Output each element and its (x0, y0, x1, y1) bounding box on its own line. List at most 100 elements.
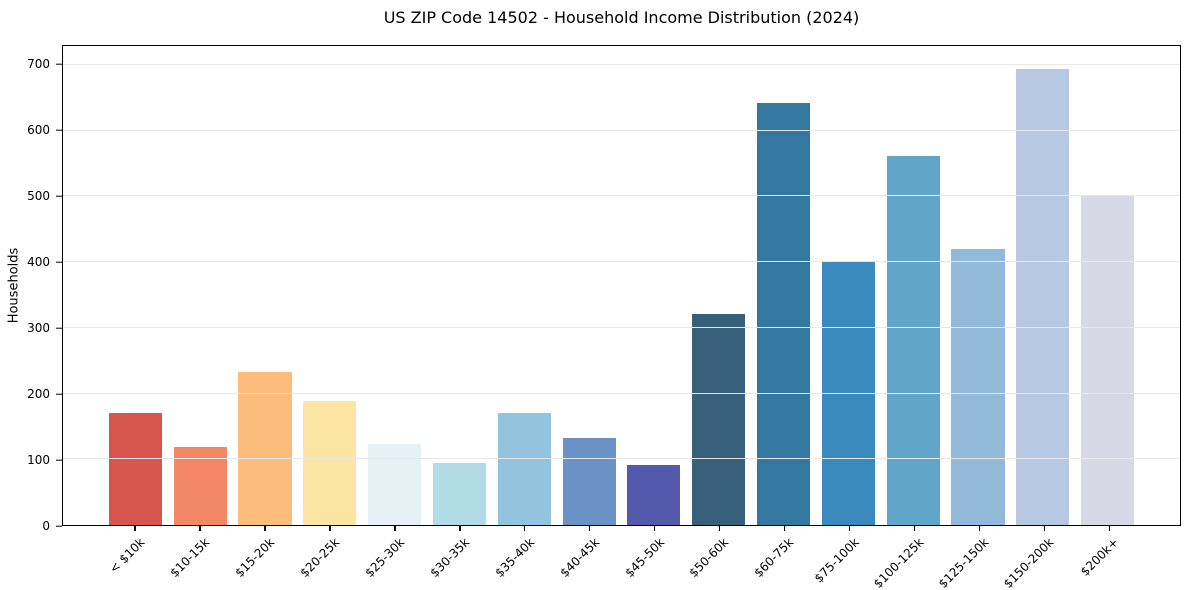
y-tick-mark-400 (56, 261, 62, 263)
bar-$20-25k (303, 401, 357, 525)
y-axis: 0 100 200 300 400 500 600 700 (0, 45, 62, 532)
x-axis: < $10k $10-15k $15-20k $20-25k $25-30k $30-35… (62, 526, 1181, 590)
x-slot-12: $100-125k (871, 526, 946, 590)
x-tick-mark-15 (1108, 526, 1110, 531)
x-tick-label-3: $20-25k (297, 535, 343, 581)
y-tick-mark-100 (56, 459, 62, 461)
x-slot-7: $40-45k (557, 526, 622, 590)
y-tick-mark-600 (56, 129, 62, 131)
bar-< $10k (108, 413, 162, 525)
x-slot-0: < $10k (102, 526, 167, 590)
x-tick-mark-12 (913, 526, 916, 531)
x-tick-mark-3 (329, 526, 331, 531)
x-tick-label-15: $200k+ (1077, 535, 1122, 579)
bar-slot-10 (751, 46, 816, 525)
bar-$125-150k (951, 249, 1005, 525)
bar-slot-0 (103, 46, 168, 525)
x-slot-13: $125-150k (936, 526, 1011, 590)
bar-slot-9 (686, 46, 751, 525)
y-tick-mark-200 (56, 393, 62, 395)
x-tick-label-8: $45-50k (621, 535, 667, 581)
gridline-500 (63, 195, 1180, 197)
x-tick-mark-7 (589, 526, 591, 531)
bar-$40-45k (562, 437, 616, 525)
y-tick-mark-500 (56, 195, 62, 197)
bar-slot-14 (1010, 46, 1075, 525)
bar-slot-5 (427, 46, 492, 525)
gridline-200 (63, 392, 1180, 394)
x-tick-label-10: $60-75k (751, 535, 797, 581)
y-tick-mark-0 (56, 525, 62, 527)
y-tick-label-600: 600 (27, 123, 50, 138)
x-tick-label-4: $25-30k (362, 535, 407, 581)
bar-$100-125k (886, 156, 940, 525)
bar-slot-11 (816, 46, 881, 525)
x-tick-mark-6 (524, 526, 526, 531)
y-tick-label-400: 400 (27, 255, 50, 270)
x-tick-label-0: < $10k (106, 535, 148, 576)
y-tick-label-0: 0 (42, 519, 50, 533)
gridline-600 (63, 129, 1180, 131)
bar-$75-100k (821, 262, 875, 525)
bar-$15-20k (238, 371, 292, 525)
y-tick-label-500: 500 (27, 189, 50, 204)
x-slot-4: $25-30k (362, 526, 427, 590)
x-tick-label-2: $15-20k (232, 535, 278, 581)
x-slot-6: $35-40k (492, 526, 557, 590)
gridline-100 (63, 458, 1180, 460)
bar-$30-35k (432, 463, 487, 525)
bar-slot-2 (233, 46, 298, 525)
bar-slot-8 (622, 46, 687, 525)
y-tick-mark-300 (56, 327, 62, 329)
x-tick-mark-13 (978, 526, 981, 531)
y-tick-mark-700 (56, 63, 62, 65)
x-tick-mark-9 (718, 526, 721, 531)
bar-$45-50k (627, 465, 681, 525)
bar-$50-60k (692, 314, 746, 525)
x-slot-3: $20-25k (297, 526, 362, 590)
x-slot-5: $30-35k (427, 526, 492, 590)
x-tick-label-5: $30-35k (427, 535, 472, 581)
x-slot-14: $150-200k (1001, 526, 1076, 590)
x-tick-label-11: $75-100k (811, 535, 862, 586)
plot-area (62, 45, 1181, 526)
x-slot-8: $45-50k (622, 526, 687, 590)
x-tick-label-9: $50-60k (686, 535, 732, 581)
x-slot-2: $15-20k (232, 526, 297, 590)
bar-slot-4 (362, 46, 427, 525)
bars-container (63, 46, 1180, 525)
bar-$25-30k (368, 443, 422, 525)
bar-slot-15 (1075, 46, 1140, 525)
x-tick-mark-1 (199, 526, 201, 531)
y-tick-label-700: 700 (27, 57, 50, 72)
chart-title: US ZIP Code 14502 - Household Income Dis… (383, 8, 860, 27)
x-tick-mark-11 (848, 526, 851, 531)
x-tick-mark-14 (1043, 526, 1045, 531)
x-tick-mark-8 (653, 526, 656, 531)
bar-slot-7 (557, 46, 622, 525)
x-tick-label-1: $10-15k (167, 535, 213, 581)
x-tick-label-7: $40-45k (556, 535, 602, 581)
x-slot-15: $200k+ (1076, 526, 1141, 590)
bar-$200k+ (1081, 196, 1135, 525)
bar-$150-200k (1016, 69, 1070, 525)
x-slot-11: $75-100k (811, 526, 881, 590)
bar-$35-40k (497, 412, 551, 525)
y-tick-label-100: 100 (27, 453, 50, 468)
x-tick-mark-2 (264, 526, 266, 531)
bar-slot-12 (881, 46, 946, 525)
x-slot-1: $10-15k (167, 526, 232, 590)
x-tick-mark-0 (134, 526, 136, 531)
gridline-400 (63, 261, 1180, 263)
x-tick-mark-4 (394, 526, 396, 531)
y-tick-label-300: 300 (27, 321, 50, 336)
gridline-300 (63, 326, 1180, 328)
x-tick-mark-10 (783, 526, 786, 531)
x-tick-label-6: $35-40k (491, 535, 537, 581)
bar-slot-1 (168, 46, 233, 525)
bar-slot-3 (297, 46, 362, 525)
bar-slot-13 (946, 46, 1011, 525)
bar-$10-15k (173, 447, 227, 525)
x-slot-9: $50-60k (686, 526, 751, 590)
